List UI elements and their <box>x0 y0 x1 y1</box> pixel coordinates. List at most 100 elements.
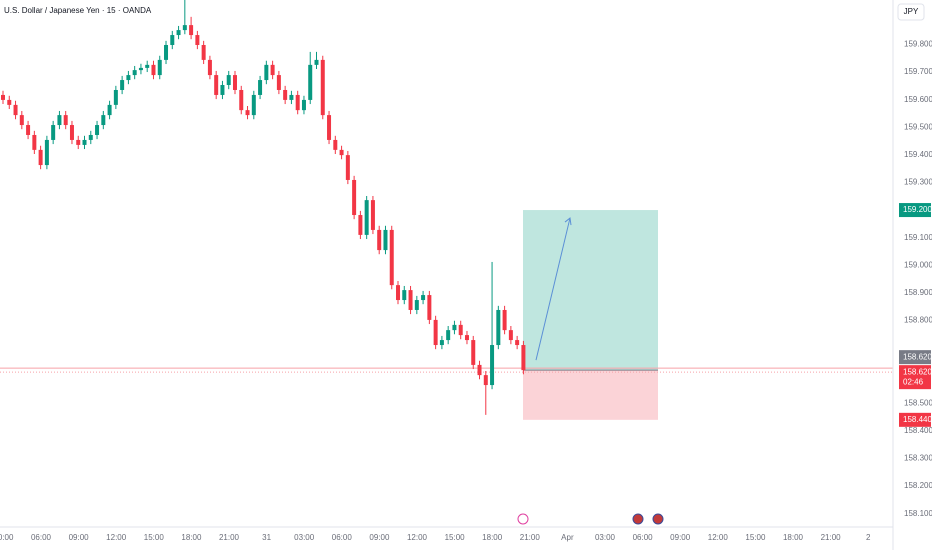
candle-body <box>120 80 125 90</box>
candle-body <box>283 89 288 100</box>
candle-body <box>471 340 476 365</box>
candle-body <box>57 115 62 126</box>
candle-body <box>138 67 143 71</box>
candle-body <box>364 200 369 235</box>
candle-body <box>508 330 513 341</box>
x-tick-label: 09:00 <box>369 533 390 542</box>
candle-body <box>19 115 24 126</box>
candle-body <box>496 309 501 346</box>
candle-body <box>182 25 187 31</box>
y-tick-label: 159.400 <box>904 150 932 159</box>
candle-body <box>377 229 382 251</box>
candle-body <box>69 125 74 140</box>
candle-body <box>176 30 181 36</box>
candle-body <box>189 25 194 36</box>
candle-body <box>76 139 81 145</box>
candle-body <box>389 229 394 286</box>
candle-body <box>195 35 200 45</box>
candle-body <box>164 44 169 60</box>
x-tick-label: 12:00 <box>106 533 127 542</box>
candle-body <box>207 59 212 76</box>
candle-body <box>352 179 357 216</box>
candle-body <box>477 364 482 376</box>
stop-loss-badge-label: 158.440 <box>903 415 932 424</box>
y-tick-label: 158.200 <box>904 481 932 490</box>
y-tick-label: 159.700 <box>904 67 932 76</box>
countdown-label: 02:46 <box>903 377 924 386</box>
candle-body <box>38 149 43 166</box>
y-tick-label: 158.400 <box>904 426 932 435</box>
x-tick-label: 15:00 <box>144 533 165 542</box>
x-tick-label: Apr <box>561 533 574 542</box>
y-tick-label: 159.300 <box>904 178 932 187</box>
candle-body <box>521 345 526 371</box>
candle-body <box>214 75 219 95</box>
event-icons <box>517 513 664 525</box>
symbol-title: U.S. Dollar / Japanese Yen · 15 · OANDA <box>4 6 152 15</box>
candle-body <box>446 330 451 341</box>
event-icon[interactable] <box>517 513 529 525</box>
y-tick-label: 158.900 <box>904 288 932 297</box>
currency-label: JPY <box>904 7 919 16</box>
y-tick-label: 159.500 <box>904 122 932 131</box>
candle-body <box>170 35 175 45</box>
x-tick-label: 21:00 <box>219 533 240 542</box>
y-tick-label: 159.600 <box>904 95 932 104</box>
x-tick-label: 06:00 <box>31 533 52 542</box>
candle-body <box>345 155 350 180</box>
candle-body <box>320 59 325 116</box>
candle-body <box>226 75 231 86</box>
candle-body <box>264 64 269 81</box>
candle-body <box>333 139 338 150</box>
candle-body <box>95 125 100 135</box>
entry-badge-label: 158.620 <box>903 352 932 361</box>
candle-body <box>490 345 495 386</box>
candle-body <box>339 149 344 156</box>
y-tick-label: 158.300 <box>904 454 932 463</box>
last-price-label: 158.620 <box>903 367 932 376</box>
y-tick-label: 159.000 <box>904 260 932 269</box>
candle-body <box>44 139 49 166</box>
x-tick-label: 09:00 <box>69 533 90 542</box>
candle-body <box>370 200 375 230</box>
candle-body <box>276 75 281 90</box>
candle-body <box>427 295 432 320</box>
candle-body <box>314 59 319 65</box>
candle-body <box>414 300 419 310</box>
x-tick-label: 18:00 <box>783 533 804 542</box>
x-tick-label: 03:00 <box>294 533 315 542</box>
y-tick-label: 159.100 <box>904 233 932 242</box>
candle-body <box>308 64 313 100</box>
candle-body <box>270 64 275 76</box>
candle-body <box>113 89 118 105</box>
candle-body <box>132 70 137 76</box>
x-tick-label: 2 <box>866 533 871 542</box>
candle-body <box>26 125 31 135</box>
candle-body <box>157 59 162 76</box>
event-flag[interactable] <box>632 513 644 525</box>
x-tick-label: 00:00 <box>0 533 14 542</box>
candle-body <box>13 104 18 116</box>
candle-body <box>107 104 112 116</box>
event-flag[interactable] <box>652 513 664 525</box>
candle-body <box>421 295 426 301</box>
candle-body <box>51 125 56 140</box>
candle-body <box>289 94 294 100</box>
candle-body <box>88 134 93 140</box>
x-tick-label: 09:00 <box>670 533 691 542</box>
x-tick-label: 18:00 <box>181 533 202 542</box>
currency-button[interactable] <box>897 3 925 21</box>
take-profit-badge-label: 159.200 <box>903 205 932 214</box>
x-tick-label: 21:00 <box>821 533 842 542</box>
x-tick-label: 03:00 <box>595 533 616 542</box>
candle-body <box>295 94 300 111</box>
plot-area <box>0 0 893 420</box>
candle-body <box>301 99 306 111</box>
candle-body <box>245 110 250 116</box>
stop-loss-badge <box>899 412 931 427</box>
candle-body <box>126 75 131 81</box>
candle-body <box>7 99 12 105</box>
candle-body <box>239 89 244 111</box>
